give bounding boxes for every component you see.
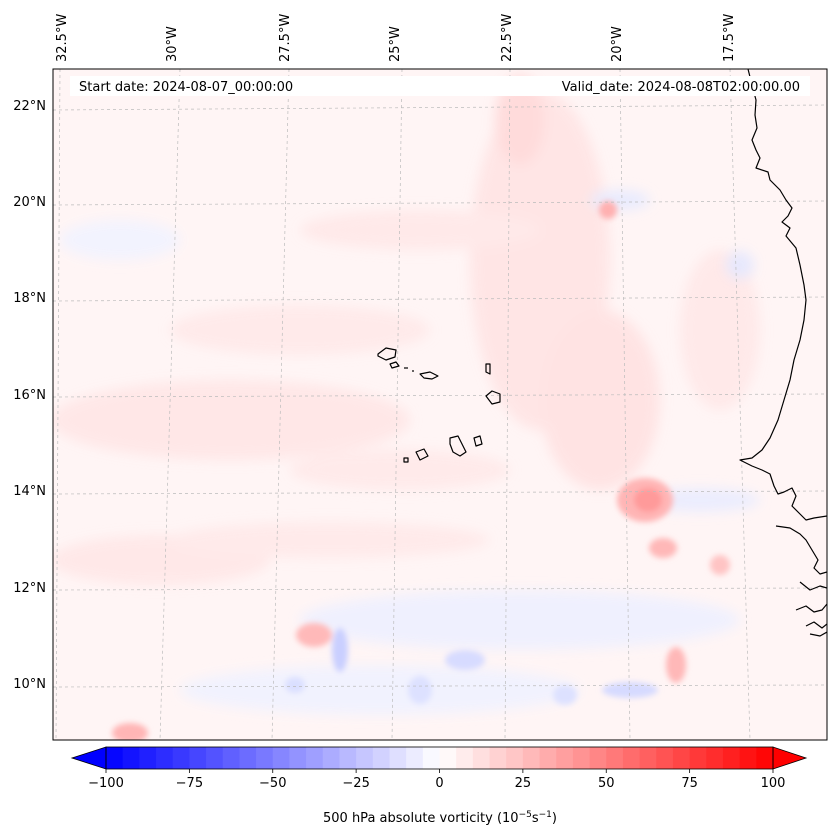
colorbar-tick-label: −25 xyxy=(342,776,369,791)
colorbar-segment xyxy=(539,747,557,769)
colorbar-segments xyxy=(106,747,774,769)
colorbar: −100 −75 −50 −25 0 25 50 75 100 500 hPa absolute… xyxy=(70,746,808,826)
africa-coastline xyxy=(739,69,827,521)
colorbar-segment xyxy=(456,747,474,769)
colorbar-segment xyxy=(606,747,624,769)
start-date-label: Start date: 2024-08-07_00:00:00 xyxy=(79,80,293,95)
map-panel: Start date: 2024-08-07_00:00:00 Valid_da… xyxy=(52,68,828,741)
colorbar-segment xyxy=(239,747,257,769)
colorbar-tick-label: 25 xyxy=(515,776,532,791)
lon-label-22-5w: 22.5°W xyxy=(500,14,515,62)
lon-label-27-5w: 27.5°W xyxy=(278,14,293,62)
coastlines xyxy=(377,69,827,637)
colorbar-segment xyxy=(439,747,457,769)
colorbar-segment xyxy=(356,747,374,769)
colorbar-segment xyxy=(672,747,691,769)
colorbar-segment xyxy=(656,747,674,769)
colorbar-segment xyxy=(739,747,757,769)
lat-label-22n: 22°N xyxy=(13,99,46,114)
santo-antao-island xyxy=(377,347,397,361)
colorbar-segment xyxy=(522,747,541,769)
colorbar-segment xyxy=(256,747,274,769)
colorbar-segment xyxy=(106,747,124,769)
colorbar-label: 500 hPa absolute vorticity (10−5s−1) xyxy=(323,810,557,826)
colorbar-segment xyxy=(406,747,424,769)
colorbar-segment xyxy=(639,747,657,769)
colorbar-tick-label: 0 xyxy=(435,776,443,791)
lon-label-25w: 25°W xyxy=(388,26,403,62)
colorbar-segment xyxy=(622,747,641,769)
colorbar-tick-label: 100 xyxy=(761,776,786,791)
colorbar-tick-label: 50 xyxy=(598,776,615,791)
colorbar-segment xyxy=(556,747,574,769)
colorbar-tick-label: −100 xyxy=(88,776,124,791)
colorbar-segment xyxy=(689,747,707,769)
fogo-island xyxy=(415,448,429,461)
sal-island xyxy=(485,363,491,375)
colorbar-tick-label: −75 xyxy=(176,776,203,791)
longitude-labels: 32.5°W 30°W 27.5°W 25°W 22.5°W 20°W 17.5… xyxy=(55,14,737,62)
colorbar-segment xyxy=(756,747,774,769)
lon-label-32-5w: 32.5°W xyxy=(55,14,70,62)
lat-label-18n: 18°N xyxy=(13,291,46,306)
sao-vicente-island xyxy=(389,361,400,369)
lat-label-20n: 20°N xyxy=(13,195,46,210)
colorbar-segment xyxy=(422,747,441,769)
maio-island xyxy=(473,435,483,447)
boa-vista-island xyxy=(485,390,501,405)
colorbar-segment xyxy=(206,747,224,769)
colorbar-segment xyxy=(506,747,524,769)
vorticity-field xyxy=(53,75,760,740)
latitude-labels: 22°N 20°N 18°N 16°N 14°N 12°N 10°N xyxy=(13,99,46,692)
colorbar-ticks: −100 −75 −50 −25 0 25 50 75 100 xyxy=(88,769,785,791)
colorbar-segment xyxy=(156,747,174,769)
colorbar-extend-max xyxy=(772,746,808,770)
colorbar-segment xyxy=(189,747,207,769)
santiago-island xyxy=(449,435,467,457)
lon-label-20w: 20°W xyxy=(610,26,625,62)
colorbar-segment xyxy=(322,747,341,769)
colorbar-extend-min xyxy=(70,746,107,770)
header-strip xyxy=(70,76,810,96)
colorbar-segment xyxy=(139,747,157,769)
colorbar-segment xyxy=(306,747,324,769)
colorbar-segment xyxy=(272,747,291,769)
colorbar-segment xyxy=(122,747,140,769)
colorbar-segment xyxy=(589,747,607,769)
colorbar-segment xyxy=(372,747,391,769)
lat-label-14n: 14°N xyxy=(13,484,46,499)
lon-label-17-5w: 17.5°W xyxy=(722,14,737,62)
guinea-bissau-coast xyxy=(775,525,827,575)
colorbar-segment xyxy=(472,747,491,769)
colorbar-segment xyxy=(289,747,307,769)
colorbar-segment xyxy=(572,747,591,769)
lat-label-16n: 16°N xyxy=(13,388,46,403)
colorbar-segment xyxy=(722,747,741,769)
valid-date-label: Valid_date: 2024-08-08T02:00:00.00 xyxy=(562,80,800,95)
lon-label-30w: 30°W xyxy=(165,26,180,62)
colorbar-segment xyxy=(389,747,407,769)
map-gridlines xyxy=(53,69,827,740)
colorbar-segment xyxy=(172,747,190,769)
colorbar-segment xyxy=(339,747,357,769)
sao-nicolau-island xyxy=(419,371,439,380)
colorbar-segment xyxy=(222,747,241,769)
lat-label-10n: 10°N xyxy=(13,677,46,692)
colorbar-tick-label: −50 xyxy=(259,776,286,791)
map-frame xyxy=(52,68,828,741)
lat-label-12n: 12°N xyxy=(13,581,46,596)
colorbar-segment xyxy=(489,747,507,769)
colorbar-segment xyxy=(706,747,724,769)
colorbar-tick-label: 75 xyxy=(681,776,698,791)
